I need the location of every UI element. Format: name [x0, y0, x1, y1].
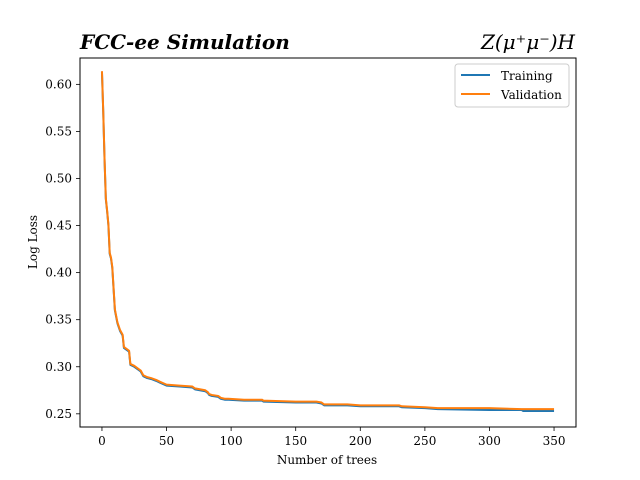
y-tick-label: 0.50 — [45, 171, 72, 185]
x-tick-label: 0 — [98, 434, 106, 448]
x-axis-ticks: 0 50 100 150 200 250 300 350 — [98, 427, 565, 448]
x-tick-label: 250 — [413, 434, 436, 448]
legend: Training Validation — [454, 63, 570, 108]
y-tick-label: 0.35 — [45, 313, 72, 327]
x-tick-label: 300 — [478, 434, 501, 448]
y-axis-label: Log Loss — [26, 215, 40, 269]
y-tick-label: 0.45 — [45, 219, 72, 233]
y-tick-label: 0.55 — [45, 124, 72, 138]
x-tick-label: 350 — [543, 434, 566, 448]
y-tick-label: 0.60 — [45, 77, 72, 91]
x-tick-label: 100 — [220, 434, 243, 448]
y-tick-label: 0.30 — [45, 360, 72, 374]
x-tick-label: 200 — [349, 434, 372, 448]
plot-area — [100, 71, 555, 412]
series-line-validation — [100, 71, 555, 411]
legend-label-validation: Validation — [500, 88, 562, 102]
y-axis-ticks: 0.25 0.30 0.35 0.40 0.45 0.50 0.55 0.60 — [45, 77, 80, 421]
chart-title-left: FCC-ee Simulation — [79, 30, 290, 54]
y-tick-label: 0.40 — [45, 266, 72, 280]
x-tick-label: 50 — [159, 434, 174, 448]
y-tick-label: 0.25 — [45, 407, 72, 421]
x-axis-label: Number of trees — [277, 453, 377, 467]
axes-frame — [79, 57, 577, 428]
legend-label-training: Training — [501, 69, 553, 83]
x-tick-label: 150 — [284, 434, 307, 448]
chart-title-right: Z(μ⁺μ⁻)H — [480, 30, 576, 54]
